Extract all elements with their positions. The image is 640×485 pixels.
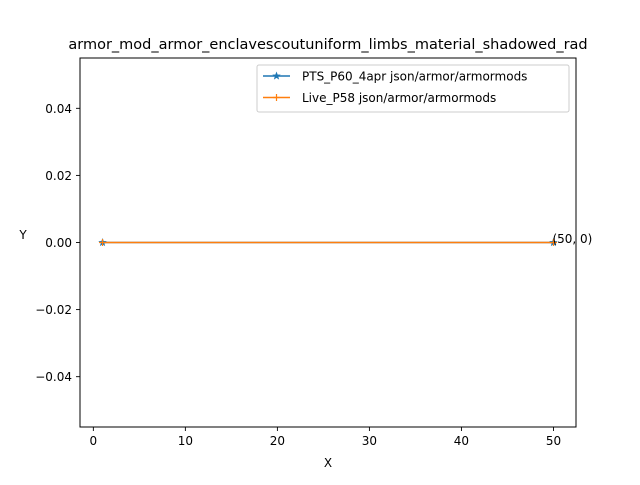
y-tick-label: 0.00 — [45, 236, 72, 250]
y-tick-label: −0.02 — [35, 303, 72, 317]
legend-label-1: PTS_P60_4apr json/armor/armormods — [302, 70, 527, 84]
x-axis-label: X — [324, 456, 332, 470]
point-annotation: (50, 0) — [552, 232, 592, 246]
y-axis-ticks: −0.04 −0.02 0.00 0.02 0.04 — [35, 102, 80, 384]
legend-box — [256, 64, 570, 113]
legend-entries: PTS_P60_4apr json/armor/armormods Live_P5… — [263, 70, 527, 105]
y-tick-label: 0.02 — [45, 169, 72, 183]
x-tick-label: 20 — [270, 434, 285, 448]
x-axis-ticks: 0 10 20 30 40 50 — [90, 427, 561, 448]
legend: PTS_P60_4apr json/armor/armormods Live_P5… — [256, 64, 570, 113]
x-tick-label: 50 — [546, 434, 561, 448]
x-tick-label: 30 — [362, 434, 377, 448]
x-tick-label: 10 — [178, 434, 193, 448]
x-tick-label: 40 — [454, 434, 469, 448]
legend-marker-1 — [272, 71, 281, 80]
series-2-marker — [99, 239, 107, 246]
x-tick-label: 0 — [90, 434, 98, 448]
series-2-marker — [549, 239, 557, 246]
legend-label-2: Live_P58 json/armor/armormods — [302, 91, 496, 105]
y-tick-label: −0.04 — [35, 370, 72, 384]
plot-markers — [98, 238, 558, 247]
y-tick-label: 0.04 — [45, 102, 72, 116]
annotations: (50, 0) — [552, 232, 592, 246]
legend-marker-2 — [273, 94, 280, 101]
y-axis-label: Y — [18, 228, 27, 242]
chart-title: armor_mod_armor_enclavescoutuniform_limb… — [68, 37, 587, 53]
